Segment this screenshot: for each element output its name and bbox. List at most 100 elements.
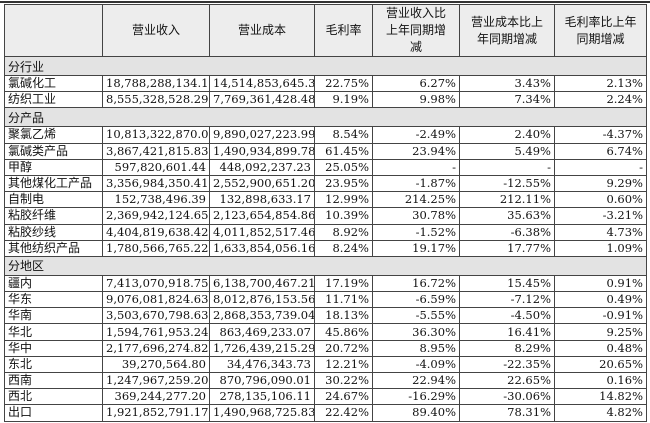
table-cell: 3.43%: [459, 74, 555, 93]
table-cell: 18.13%: [314, 307, 373, 325]
header-gross-margin: 毛利率: [314, 4, 373, 57]
header-blank: [4, 4, 103, 57]
row-label: 粘胶纤维: [4, 207, 103, 225]
row-label: 自制电: [4, 191, 103, 209]
header-revenue-yoy: 营业收入比上年同期增减: [372, 4, 460, 57]
table-cell: 2.13%: [554, 74, 647, 93]
table-cell: -: [459, 158, 555, 176]
table-cell: 7,413,070,918.75: [102, 274, 210, 293]
table-cell: 2,369,942,124.65: [102, 207, 210, 225]
row-label: 氯碱类产品: [4, 142, 103, 160]
table-cell: 23.94%: [372, 142, 460, 160]
table-cell: 18,788,288,134.15: [102, 74, 210, 93]
table-row: 出口 1,921,852,791.17 1,490,968,725.83 22.42%…: [4, 404, 647, 422]
table-cell: 22.94%: [372, 371, 460, 390]
table-cell: 9,890,027,223.99: [209, 126, 315, 144]
row-label: 氯碱化工: [4, 74, 103, 93]
table-row: 其他煤化工产品 3,356,984,350.41 2,552,900,651.20 2…: [4, 174, 647, 193]
table-cell: 0.48%: [554, 339, 647, 357]
table-row: 华中 2,177,696,274.82 1,726,439,215.29 20.72%…: [4, 339, 647, 357]
table-row: 甲醇 597,820,601.44 448,092,237.23 25.05% - - -: [4, 158, 647, 176]
table-cell: 9.25%: [554, 323, 647, 341]
table-cell: 34,476,343.73: [209, 355, 315, 374]
table-cell: -1.87%: [372, 174, 460, 193]
row-label: 聚氯乙烯: [4, 126, 103, 144]
table-row: 氯碱化工 18,788,288,134.15 14,514,853,645.37 22…: [4, 74, 647, 93]
header-cost: 营业成本: [209, 4, 315, 57]
table-row: 聚氯乙烯 10,813,322,870.08 9,890,027,223.99 8.5…: [4, 126, 647, 144]
table-cell: 45.86%: [314, 323, 373, 341]
table-cell: 17.77%: [459, 239, 555, 257]
table-cell: 1,247,967,259.20: [102, 371, 210, 390]
header-revenue: 营业收入: [102, 4, 210, 57]
table-cell: 1,490,968,725.83: [209, 404, 315, 422]
table-cell: -22.35%: [459, 355, 555, 374]
table-cell: 7.34%: [459, 91, 555, 109]
section-title: 分产品: [4, 107, 647, 128]
row-label: 华东: [4, 291, 103, 309]
table-cell: 30.22%: [314, 371, 373, 390]
row-label: 疆内: [4, 274, 103, 293]
table-cell: 12.21%: [314, 355, 373, 374]
table-cell: 35.63%: [459, 207, 555, 225]
table-cell: 369,244,277.20: [102, 388, 210, 406]
table-cell: 0.60%: [554, 191, 647, 209]
row-label: 西北: [4, 388, 103, 406]
table-cell: 0.91%: [554, 274, 647, 293]
table-cell: 2,552,900,651.20: [209, 174, 315, 193]
row-label: 粘胶纱线: [4, 223, 103, 241]
table-cell: 1,921,852,791.17: [102, 404, 210, 422]
table-cell: 214.25%: [372, 191, 460, 209]
table-cell: 22.65%: [459, 371, 555, 390]
header-row: 营业收入 营业成本 毛利率 营业收入比上年同期增减 营业成本比上年同期增减 毛利率比上年同…: [4, 4, 647, 57]
table-cell: -7.12%: [459, 291, 555, 309]
table-row: 粘胶纱线 4,404,819,638.42 4,011,852,517.46 8.92…: [4, 223, 647, 241]
table-cell: 132,898,633.17: [209, 191, 315, 209]
table-cell: 597,820,601.44: [102, 158, 210, 176]
table-cell: 39,270,564.80: [102, 355, 210, 374]
table-cell: 4,404,819,638.42: [102, 223, 210, 241]
table-cell: 8,555,328,528.29: [102, 91, 210, 109]
table-cell: 3,503,670,798.63: [102, 307, 210, 325]
table-row: 纺织工业 8,555,328,528.29 7,769,361,428.48 9.19…: [4, 91, 647, 109]
row-label: 西南: [4, 371, 103, 390]
table-cell: 4,011,852,517.46: [209, 223, 315, 241]
table-cell: 6.27%: [372, 74, 460, 93]
table-row: 其他纺织产品 1,780,566,765.22 1,633,854,056.16 8.…: [4, 239, 647, 257]
table-cell: -: [554, 158, 647, 176]
table-cell: 61.45%: [314, 142, 373, 160]
table-cell: 10.39%: [314, 207, 373, 225]
table-cell: -: [372, 158, 460, 176]
table-cell: 0.16%: [554, 371, 647, 390]
table-cell: 8.24%: [314, 239, 373, 257]
table-cell: 14,514,853,645.37: [209, 74, 315, 93]
table-cell: 17.19%: [314, 274, 373, 293]
table-cell: -4.50%: [459, 307, 555, 325]
table-row: 西北 369,244,277.20 278,135,106.11 24.67% -16.…: [4, 388, 647, 406]
table-cell: 2,868,353,739.04: [209, 307, 315, 325]
table-cell: 152,738,496.39: [102, 191, 210, 209]
table-cell: -16.29%: [372, 388, 460, 406]
table-row: 华南 3,503,670,798.63 2,868,353,739.04 18.13%…: [4, 307, 647, 325]
row-label: 华南: [4, 307, 103, 325]
top-rule: [0, 1, 650, 3]
header-cost-yoy: 营业成本比上年同期增减: [459, 4, 555, 57]
table-cell: 8,012,876,153.56: [209, 291, 315, 309]
table-cell: 30.78%: [372, 207, 460, 225]
table-cell: 870,796,090.01: [209, 371, 315, 390]
table-cell: 6,138,700,467.21: [209, 274, 315, 293]
section-row: 分产品: [4, 107, 647, 128]
table-cell: 20.65%: [554, 355, 647, 374]
row-label: 甲醇: [4, 158, 103, 176]
table-cell: 1.09%: [554, 239, 647, 257]
table-cell: -6.59%: [372, 291, 460, 309]
table-cell: 16.41%: [459, 323, 555, 341]
row-label: 其他煤化工产品: [4, 174, 103, 193]
table-cell: 36.30%: [372, 323, 460, 341]
table-cell: 4.82%: [554, 404, 647, 422]
table-cell: 9.29%: [554, 174, 647, 193]
table-cell: -1.52%: [372, 223, 460, 241]
table-cell: 89.40%: [372, 404, 460, 422]
table-cell: 2,123,654,854.86: [209, 207, 315, 225]
table-row: 华北 1,594,761,953.24 863,469,233.07 45.86% 36…: [4, 323, 647, 341]
